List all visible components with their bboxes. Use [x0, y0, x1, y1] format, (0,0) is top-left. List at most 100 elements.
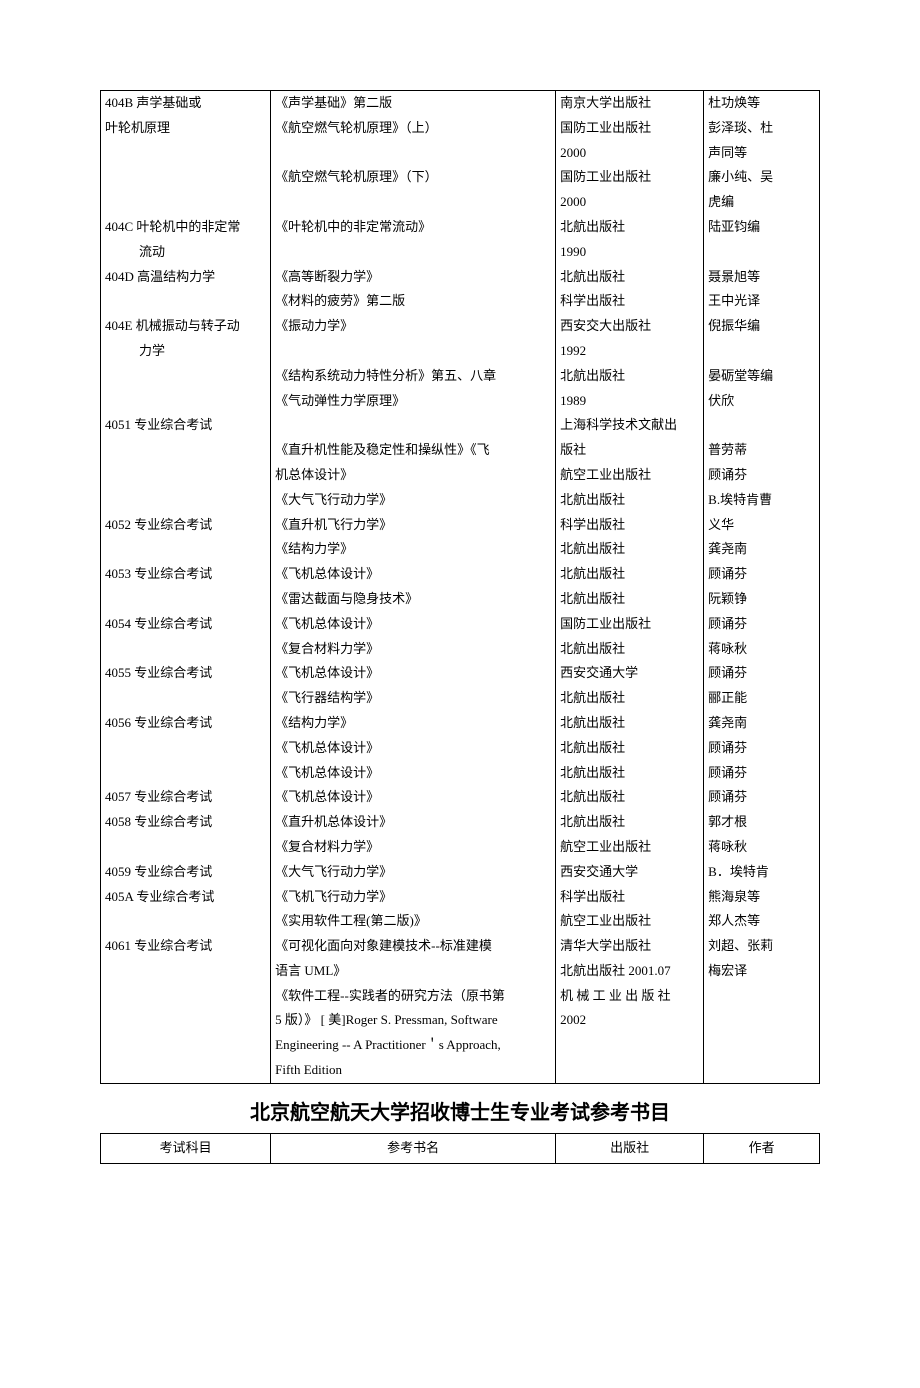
table-row: 《复合材料力学》北航出版社蒋咏秋 [101, 637, 820, 662]
table-row: 4058 专业综合考试《直升机总体设计》北航出版社郭才根 [101, 810, 820, 835]
cell-subject: 4051 专业综合考试 [101, 413, 271, 438]
cell-subject [101, 959, 271, 984]
cell-author [704, 1008, 820, 1033]
table-row: 《飞机总体设计》北航出版社顾诵芬 [101, 736, 820, 761]
cell-subject [101, 835, 271, 860]
cell-book: 《振动力学》 [271, 314, 556, 339]
table-row: 4057 专业综合考试《飞机总体设计》北航出版社顾诵芬 [101, 785, 820, 810]
cell-publisher: 2000 [556, 141, 704, 166]
cell-subject: 4053 专业综合考试 [101, 562, 271, 587]
cell-publisher: 科学出版社 [556, 513, 704, 538]
table-row: 4052 专业综合考试《直升机飞行力学》科学出版社义华 [101, 513, 820, 538]
table-row: 4056 专业综合考试《结构力学》北航出版社龚尧南 [101, 711, 820, 736]
cell-subject: 4057 专业综合考试 [101, 785, 271, 810]
cell-book: 《航空燃气轮机原理》（下） [271, 165, 556, 190]
cell-author [704, 1033, 820, 1058]
cell-subject: 4055 专业综合考试 [101, 661, 271, 686]
cell-book: 《飞机总体设计》 [271, 661, 556, 686]
cell-publisher: 航空工业出版社 [556, 463, 704, 488]
cell-publisher: 北航出版社 [556, 265, 704, 290]
cell-publisher: 1990 [556, 240, 704, 265]
table-row: 叶轮机原理《航空燃气轮机原理》（上）国防工业出版社彭泽琰、杜 [101, 116, 820, 141]
table-row: 语言 UML》北航出版社 2001.07梅宏译 [101, 959, 820, 984]
cell-subject [101, 587, 271, 612]
cell-subject [101, 537, 271, 562]
cell-author [704, 1058, 820, 1083]
cell-book: 语言 UML》 [271, 959, 556, 984]
cell-subject: 4052 专业综合考试 [101, 513, 271, 538]
cell-author: 聂景旭等 [704, 265, 820, 290]
cell-book: 《高等断裂力学》 [271, 265, 556, 290]
cell-subject: 4059 专业综合考试 [101, 860, 271, 885]
cell-author: 顾诵芬 [704, 736, 820, 761]
cell-publisher: 北航出版社 2001.07 [556, 959, 704, 984]
table-row: 5 版）》 [ 美]Roger S. Pressman, Software200… [101, 1008, 820, 1033]
cell-publisher [556, 1058, 704, 1083]
cell-subject [101, 165, 271, 190]
cell-publisher: 航空工业出版社 [556, 909, 704, 934]
cell-subject [101, 289, 271, 314]
cell-author: 刘超、张莉 [704, 934, 820, 959]
cell-subject [101, 1058, 271, 1083]
cell-book: 《材料的疲劳》第二版 [271, 289, 556, 314]
cell-book [271, 190, 556, 215]
cell-publisher: 北航出版社 [556, 761, 704, 786]
cell-publisher: 上海科学技术文献出 [556, 413, 704, 438]
cell-book: 《复合材料力学》 [271, 835, 556, 860]
cell-author: 顾诵芬 [704, 661, 820, 686]
cell-book: 《气动弹性力学原理》 [271, 389, 556, 414]
table-row: 《直升机性能及稳定性和操纵性》《飞版社普劳蒂 [101, 438, 820, 463]
cell-publisher: 西安交大出版社 [556, 314, 704, 339]
cell-subject [101, 761, 271, 786]
cell-author: 郑人杰等 [704, 909, 820, 934]
cell-book: 《叶轮机中的非定常流动》 [271, 215, 556, 240]
cell-book: 《大气飞行动力学》 [271, 860, 556, 885]
cell-book: 《飞机总体设计》 [271, 612, 556, 637]
cell-subject: 404C 叶轮机中的非定常 [101, 215, 271, 240]
cell-book: 《直升机总体设计》 [271, 810, 556, 835]
cell-author: 顾诵芬 [704, 463, 820, 488]
table-row: Engineering -- A Practitioner＇s Approach… [101, 1033, 820, 1058]
cell-subject [101, 909, 271, 934]
cell-publisher: 科学出版社 [556, 289, 704, 314]
cell-author: 廉小纯、吴 [704, 165, 820, 190]
cell-book: 《复合材料力学》 [271, 637, 556, 662]
cell-publisher: 北航出版社 [556, 711, 704, 736]
cell-author: 晏砺堂等编 [704, 364, 820, 389]
cell-publisher: 机 械 工 业 出 版 社 [556, 984, 704, 1009]
cell-publisher: 北航出版社 [556, 637, 704, 662]
table-row: 2000声同等 [101, 141, 820, 166]
cell-publisher: 北航出版社 [556, 736, 704, 761]
cell-subject: 404E 机械振动与转子动 [101, 314, 271, 339]
cell-author: 杜功焕等 [704, 91, 820, 116]
cell-publisher: 北航出版社 [556, 686, 704, 711]
cell-subject [101, 1033, 271, 1058]
cell-publisher: 北航出版社 [556, 364, 704, 389]
cell-book: 《结构系统动力特性分析》第五、八章 [271, 364, 556, 389]
cell-author [704, 240, 820, 265]
cell-subject [101, 686, 271, 711]
cell-author: 伏欣 [704, 389, 820, 414]
cell-publisher: 版社 [556, 438, 704, 463]
cell-publisher: 1992 [556, 339, 704, 364]
cell-publisher: 西安交通大学 [556, 661, 704, 686]
cell-subject: 4054 专业综合考试 [101, 612, 271, 637]
cell-publisher: 北航出版社 [556, 488, 704, 513]
cell-subject: 404D 高温结构力学 [101, 265, 271, 290]
cell-publisher: 北航出版社 [556, 562, 704, 587]
cell-author: 普劳蒂 [704, 438, 820, 463]
cell-author: 王中光译 [704, 289, 820, 314]
cell-subject [101, 1008, 271, 1033]
header-subject: 考试科目 [101, 1133, 271, 1163]
cell-publisher: 2000 [556, 190, 704, 215]
reference-table-1: 404B 声学基础或《声学基础》第二版南京大学出版社杜功焕等叶轮机原理《航空燃气… [100, 90, 820, 1084]
cell-author: 顾诵芬 [704, 612, 820, 637]
table-row: 404C 叶轮机中的非定常《叶轮机中的非定常流动》北航出版社陆亚钧编 [101, 215, 820, 240]
cell-publisher: 南京大学出版社 [556, 91, 704, 116]
table-row: 2000虎编 [101, 190, 820, 215]
cell-publisher: 2002 [556, 1008, 704, 1033]
cell-book: 5 版）》 [ 美]Roger S. Pressman, Software [271, 1008, 556, 1033]
cell-subject [101, 736, 271, 761]
cell-publisher: 西安交通大学 [556, 860, 704, 885]
cell-book: 《直升机飞行力学》 [271, 513, 556, 538]
